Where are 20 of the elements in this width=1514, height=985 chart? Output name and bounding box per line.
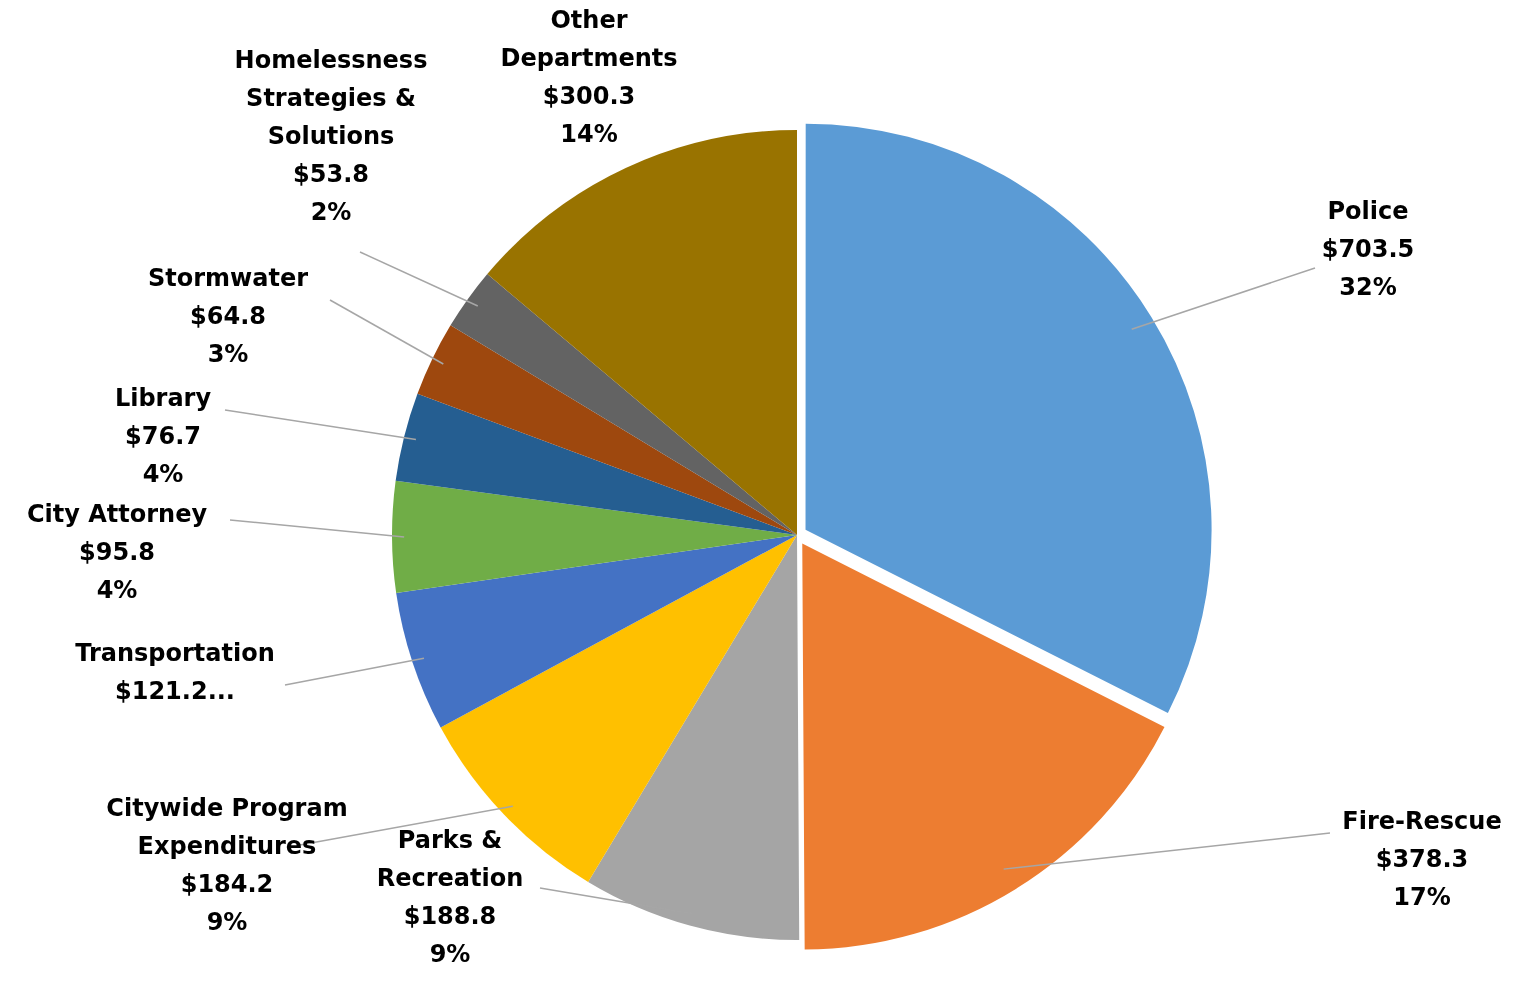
data-label: $184.2 9% [180,870,274,937]
slice-label: Other Departments [500,6,678,73]
slice-label: Fire-Rescue [1342,807,1502,836]
data-label: $703.5 32% [1321,235,1415,302]
data-label: $378.3 17% [1375,845,1469,912]
slice-label: Transportation [75,639,275,668]
slice-label: Police [1327,197,1409,226]
slice-label: Citywide Program Expenditures [106,794,348,861]
slice-label: Homelessness Strategies & Solutions [234,46,428,151]
data-label: $188.8 9% [403,902,497,969]
data-label: $76.7 4% [125,422,201,489]
data-label: $64.8 3% [190,302,266,369]
data-label: $121.2... [115,677,235,706]
data-label: $53.8 2% [293,160,369,227]
slice-label: Library [114,384,212,413]
data-label: $95.8 4% [79,538,155,605]
slice-label: Stormwater [147,264,309,293]
slice-label: Parks & Recreation [376,826,524,893]
data-label: $300.3 14% [542,82,636,149]
slice-label: City Attorney [26,500,208,529]
